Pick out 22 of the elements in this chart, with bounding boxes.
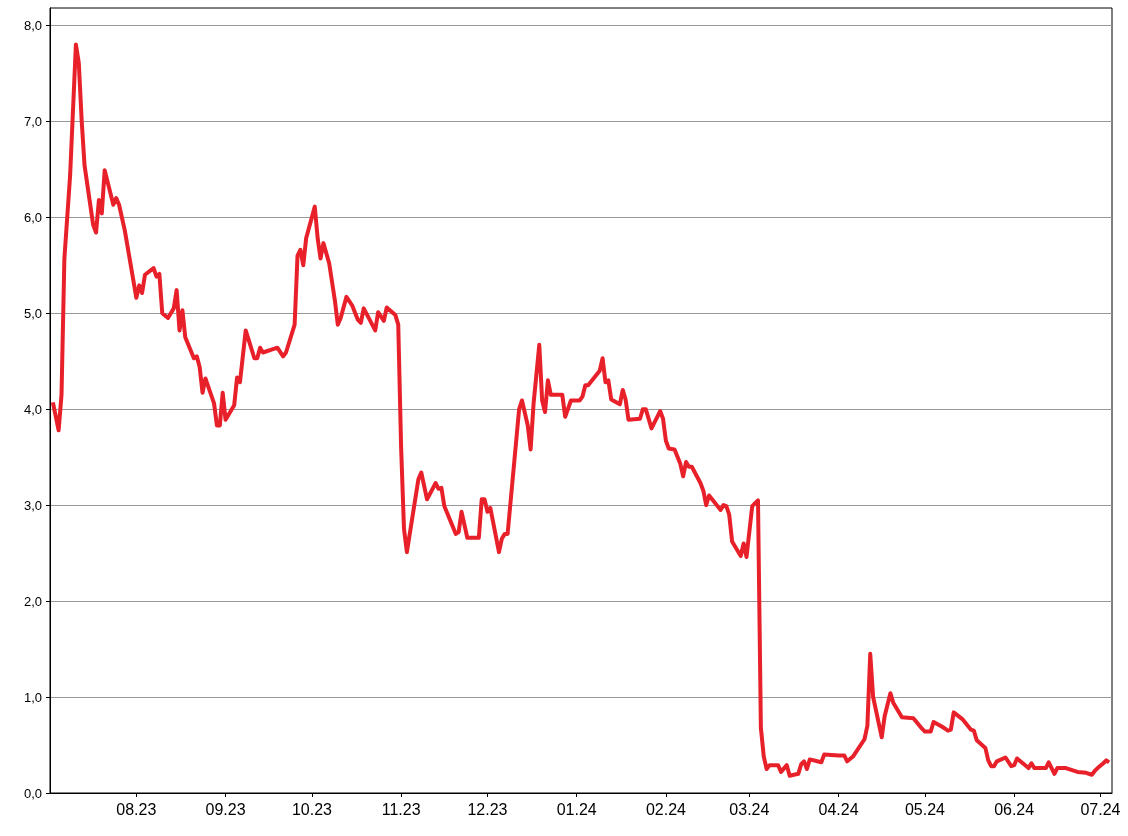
- line-series: [50, 42, 1112, 778]
- y-tick-label: 2,0: [23, 593, 42, 609]
- x-tick-label: 02.24: [645, 800, 687, 818]
- x-tick-label: 08.23: [116, 800, 157, 818]
- x-tick-label: 10.23: [291, 800, 333, 818]
- x-tick-label: 04.24: [818, 800, 859, 818]
- y-tick-label: 7,0: [23, 113, 42, 129]
- x-tick-label: 06.24: [994, 800, 1035, 818]
- y-tick-label: 3,0: [23, 497, 42, 513]
- y-tick-label: 5,0: [23, 305, 42, 321]
- x-tick-label: 05.24: [904, 800, 946, 818]
- y-tick-label: 1,0: [23, 689, 42, 705]
- x-tick-label: 11.23: [381, 800, 421, 818]
- y-tick-label: 4,0: [23, 401, 42, 417]
- x-tick-label: 12.23: [467, 800, 508, 818]
- y-tick-label: 0,0: [23, 785, 42, 801]
- x-tick-label: 03.24: [729, 800, 770, 818]
- y-tick-label: 8,0: [23, 17, 42, 33]
- x-tick-label: 09.23: [205, 800, 246, 818]
- x-tick-label: 01.24: [556, 800, 597, 818]
- y-tick-label: 6,0: [23, 209, 42, 225]
- x-tick-label: 07.24: [1080, 800, 1121, 818]
